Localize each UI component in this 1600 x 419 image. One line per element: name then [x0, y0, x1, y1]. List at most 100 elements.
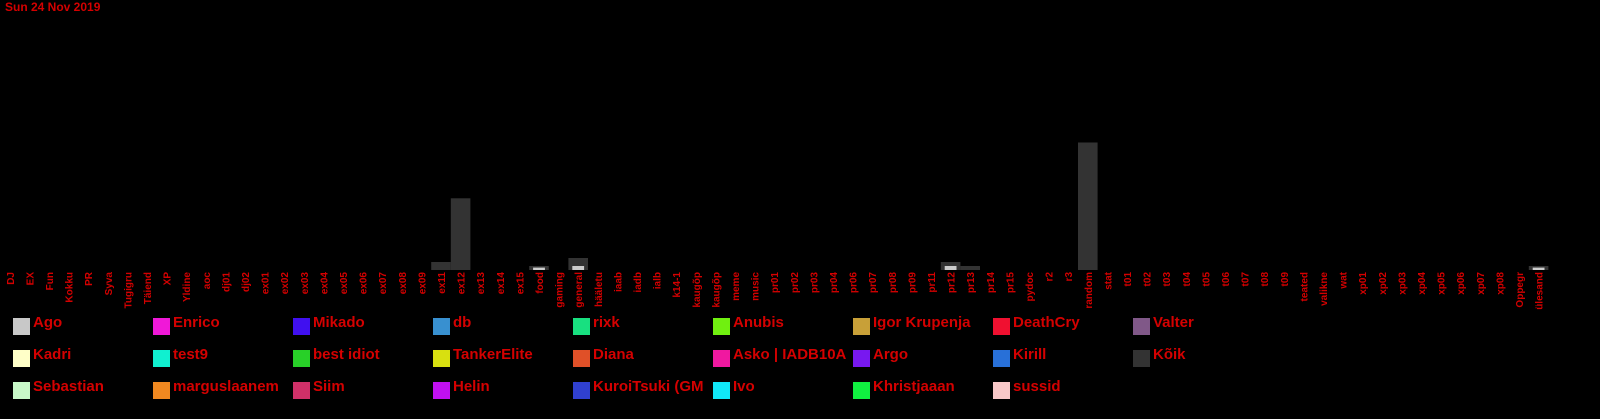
x-tick-label: xp06	[1456, 272, 1467, 295]
legend-label: Anubis	[733, 314, 784, 331]
legend-label: Khristjaaan	[873, 378, 955, 395]
x-tick-label: t03	[1162, 272, 1173, 287]
legend-item: Diana	[573, 346, 709, 367]
x-tick-label: pr02	[790, 272, 801, 294]
bar-k-ik-22	[431, 262, 451, 270]
x-tick-label: xp08	[1495, 272, 1506, 295]
x-tick-label: ialb	[653, 272, 664, 289]
x-tick-label: valikne	[1319, 272, 1330, 306]
legend-swatch	[1133, 350, 1150, 367]
x-tick-label: ex08	[398, 272, 409, 295]
x-tick-label: ex13	[476, 272, 487, 295]
x-tick-label: xp02	[1378, 272, 1389, 295]
x-tick-label: t07	[1241, 272, 1252, 287]
legend-item: Enrico	[153, 314, 289, 335]
legend-label: Argo	[873, 346, 908, 363]
legend-label: Asko | IADB10A	[733, 346, 847, 363]
x-tick-label: Syva	[104, 272, 115, 296]
x-tick-label: dj02	[241, 272, 252, 292]
legend-label: TankerElite	[453, 346, 533, 363]
legend-item: Siim	[293, 378, 429, 399]
legend-swatch	[713, 318, 730, 335]
legend-swatch	[993, 350, 1010, 367]
x-tick-label: pr12	[947, 272, 958, 294]
x-tick-label: pr15	[1005, 272, 1016, 294]
x-tick-label: pr11	[927, 272, 938, 293]
x-tick-label: music	[751, 272, 762, 301]
legend-swatch	[713, 382, 730, 399]
chart-title: Sun 24 Nov 2019	[5, 0, 101, 14]
x-tick-label: ex03	[300, 272, 311, 295]
legend-item: Kirill	[993, 346, 1129, 367]
x-tick-label: Fun	[45, 272, 56, 290]
legend-item: Valter	[1133, 314, 1269, 335]
bar-ago-29	[572, 266, 585, 270]
x-tick-label: xp04	[1417, 272, 1428, 295]
legend-swatch	[573, 350, 590, 367]
legend-item: Kadri	[13, 346, 149, 367]
x-tick-label: general	[574, 272, 585, 308]
legend-swatch	[293, 382, 310, 399]
x-tick-label: dj01	[221, 272, 232, 292]
legend-swatch	[433, 350, 450, 367]
x-tick-label: t09	[1280, 272, 1291, 287]
x-tick-label: pydoc	[1025, 272, 1036, 302]
x-tick-label: t02	[1143, 272, 1154, 287]
legend-item: Khristjaaan	[853, 378, 989, 399]
x-tick-label: PR	[84, 271, 95, 286]
x-tick-label: iadb	[633, 272, 644, 293]
x-tick-label: kaugõp	[711, 272, 722, 308]
x-tick-label: xp05	[1437, 272, 1448, 295]
x-tick-label: stat	[1103, 271, 1114, 289]
legend-swatch	[573, 382, 590, 399]
x-tick-label: gaming	[555, 272, 566, 308]
x-tick-label: pr03	[809, 272, 820, 294]
legend-label: Kadri	[33, 346, 72, 363]
x-tick-label: pr13	[966, 272, 977, 294]
x-tick-label: pr01	[770, 272, 781, 294]
x-tick-label: ex06	[359, 272, 370, 295]
bar-k-ik-49	[960, 266, 980, 270]
legend-label: db	[453, 314, 472, 331]
bar-k-ik-23	[450, 198, 471, 270]
x-tick-label: xp07	[1476, 272, 1487, 295]
x-tick-label: ex02	[280, 272, 291, 295]
legend-item: Kõik	[1133, 346, 1269, 367]
legend-label: Valter	[1153, 314, 1194, 331]
legend-item: Asko | IADB10A	[713, 346, 849, 367]
legend-swatch	[433, 318, 450, 335]
legend-label: Sebastian	[33, 378, 104, 395]
legend-item: DeathCry	[993, 314, 1129, 335]
x-tick-label: food	[535, 272, 546, 294]
x-tick-label: aoc	[202, 272, 213, 290]
x-tick-label: EX	[25, 272, 36, 286]
legend-label: best idiot	[313, 346, 380, 363]
legend-item: Helin	[433, 378, 569, 399]
bar-chart: DJ EX Fun Kokku PR Syva Tugigru Täiend XP Yldine a…	[6, 142, 1549, 310]
legend-item: sussid	[993, 378, 1129, 399]
x-tick-label: meme	[731, 272, 742, 301]
legend-label: Helin	[453, 378, 490, 395]
legend-swatch	[1133, 318, 1150, 335]
x-tick-label: t04	[1182, 272, 1193, 287]
legend-swatch	[993, 318, 1010, 335]
legend-item: best idiot	[293, 346, 429, 367]
x-tick-label: ex09	[417, 272, 428, 295]
legend-swatch	[993, 382, 1010, 399]
legend-label: test9	[173, 346, 209, 363]
legend-swatch	[853, 350, 870, 367]
legend-swatch	[573, 318, 590, 335]
x-tick-label: ex05	[339, 272, 350, 295]
x-tick-label: pr14	[986, 272, 997, 294]
x-tick-label: ex15	[515, 272, 526, 295]
legend-swatch	[853, 318, 870, 335]
legend-swatch	[153, 350, 170, 367]
legend-swatch	[293, 318, 310, 335]
legend-label: marguslaanem	[173, 378, 279, 395]
legend-item: Mikado	[293, 314, 429, 335]
x-tick-label: r3	[1064, 272, 1075, 282]
legend-item: KuroiTsuki (GM	[573, 378, 709, 399]
x-tick-label: teated	[1299, 272, 1310, 301]
legend-item: Ivo	[713, 378, 849, 399]
legend-item: Igor Krupenja	[853, 314, 989, 335]
